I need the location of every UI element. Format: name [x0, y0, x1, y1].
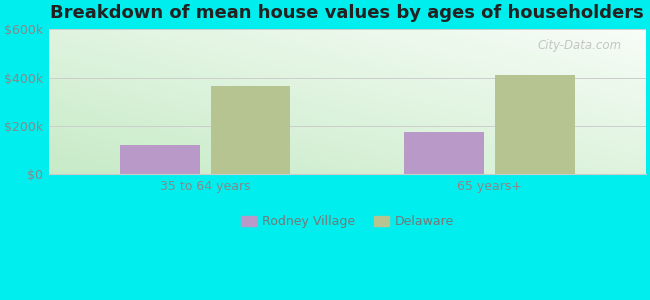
- Text: City-Data.com: City-Data.com: [538, 39, 622, 52]
- Bar: [120, 145, 200, 174]
- Bar: [495, 75, 575, 174]
- Legend: Rodney Village, Delaware: Rodney Village, Delaware: [235, 210, 459, 233]
- Bar: [404, 132, 484, 174]
- Title: Breakdown of mean house values by ages of householders: Breakdown of mean house values by ages o…: [51, 4, 644, 22]
- Bar: [211, 86, 291, 174]
